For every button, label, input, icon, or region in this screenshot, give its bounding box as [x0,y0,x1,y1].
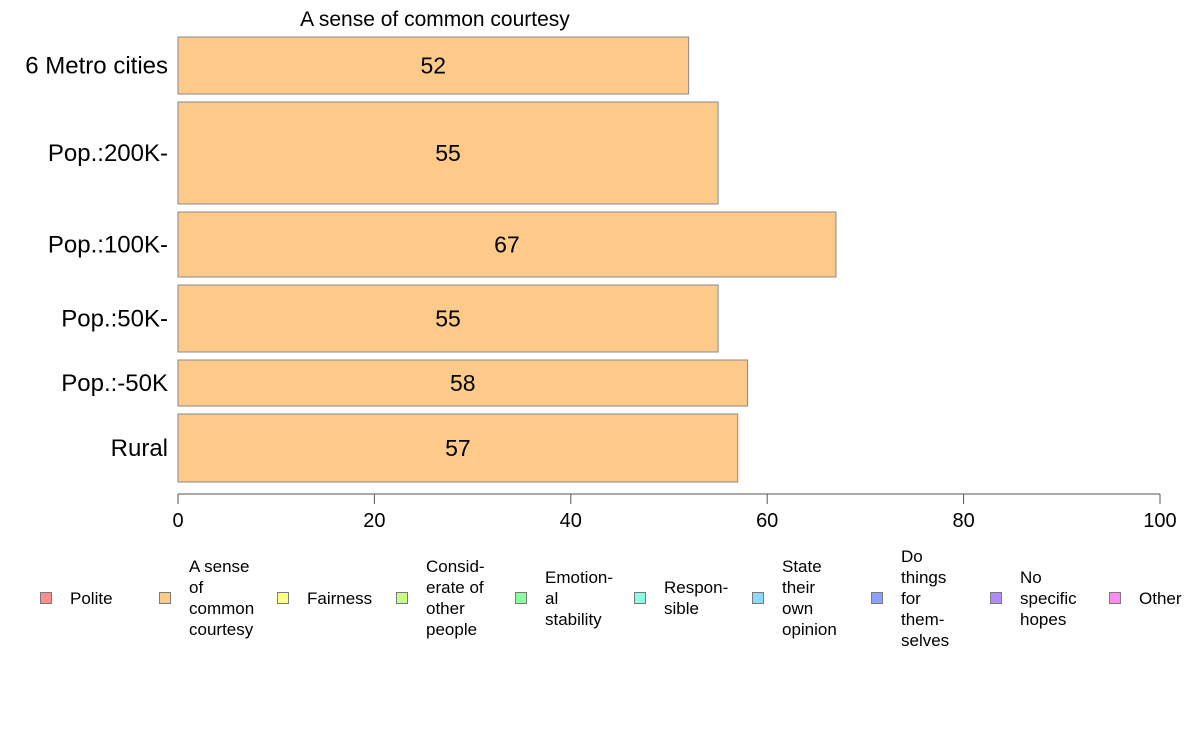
legend-label: Polite [70,588,113,608]
legend-swatch [40,592,52,604]
category-label: Pop.:200K- [48,140,168,167]
legend-item: Polite [40,588,113,609]
bar-value-label: 55 [435,306,461,332]
x-tick-label: 40 [560,510,582,532]
legend-item: State their own opinion [752,556,837,640]
legend-swatch [752,592,764,604]
legend-item: Do things for them- selves [871,546,949,651]
bar [177,359,749,407]
legend-label: Consid- erate of other people [426,557,485,639]
bar [177,36,690,95]
category-label: Pop.:50K- [61,306,168,333]
category-label: Rural [111,435,168,462]
legend-item: No specific hopes [990,567,1077,630]
legend-swatch [396,592,408,604]
x-tick-label: 20 [363,510,385,532]
x-tick-label: 60 [756,510,778,532]
bar-value-label: 58 [450,370,476,396]
bar [177,413,739,483]
legend-label: State their own opinion [782,557,837,639]
legend-swatch [990,592,1002,604]
category-label: 6 Metro cities [25,53,168,80]
bar-value-label: 52 [421,53,447,79]
legend-swatch [277,592,289,604]
legend-swatch [1109,592,1121,604]
legend-swatch [515,592,527,604]
legend-item: A sense of common courtesy [159,556,254,640]
legend-item: Respon- sible [634,577,728,619]
legend-item: Consid- erate of other people [396,556,485,640]
bar [177,101,719,205]
legend-item: Fairness [277,588,372,609]
category-label: Pop.:-50K [61,370,168,397]
category-label: Pop.:100K- [48,232,168,259]
legend-label: Emotion- al stability [545,567,614,629]
legend-label: Respon- sible [664,578,729,618]
x-tick-label: 80 [952,510,974,532]
legend-label: Other [1139,588,1182,608]
legend-label: A sense of common courtesy [189,557,255,639]
legend-swatch [159,592,171,604]
legend-item: Emotion- al stability [515,567,613,630]
x-tick-label: 100 [1143,510,1176,532]
bar-value-label: 55 [435,140,461,166]
legend-swatch [871,592,883,604]
legend: Polite A sense of common courtesy Fairness… [0,540,1188,670]
bar-value-label: 67 [494,232,520,258]
legend-label: Fairness [307,588,373,608]
bar [177,284,719,353]
bar [177,211,837,278]
x-tick-label: 0 [172,510,183,532]
legend-label: Do things for them- selves [901,546,950,650]
legend-label: No specific hopes [1020,567,1077,629]
legend-swatch [634,592,646,604]
bar-value-label: 57 [445,435,471,461]
bar-chart: A sense of common courtesy 52 6 Metro cit… [25,8,1176,532]
chart-title: A sense of common courtesy [300,8,570,31]
legend-item: Other [1109,588,1182,609]
